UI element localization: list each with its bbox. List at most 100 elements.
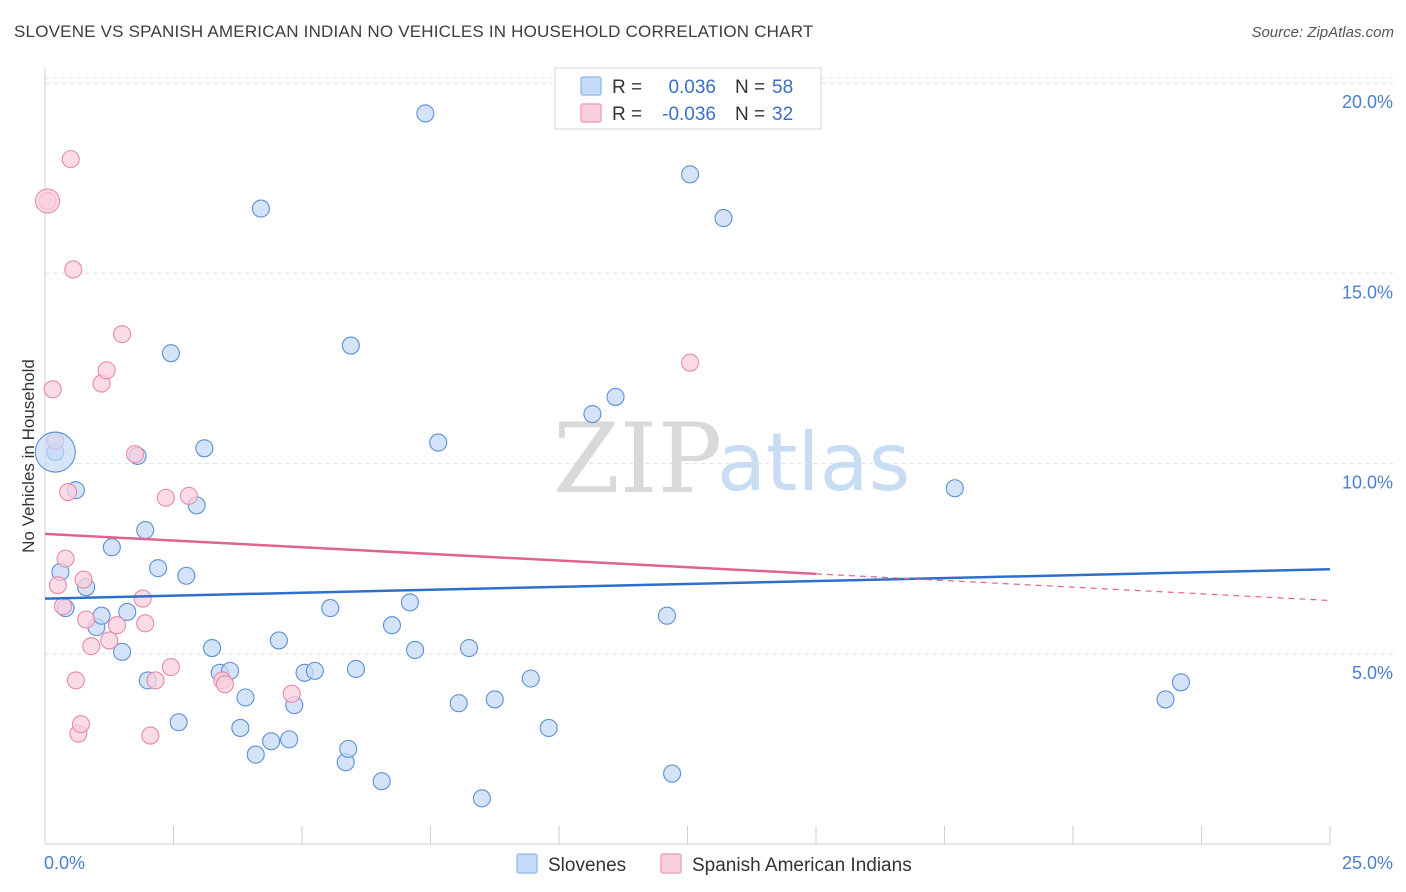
data-point: [657, 606, 676, 625]
data-point: [102, 538, 121, 557]
data-point: [1156, 690, 1175, 709]
bottom-legend-swatch-slovenes: [516, 853, 538, 874]
data-point: [372, 772, 391, 791]
bottom-legend-spanish-american-indians: Spanish American Indians: [692, 855, 912, 876]
data-point: [539, 718, 558, 738]
bottom-legend-slovenes: Slovenes: [548, 855, 626, 876]
data-point: [321, 599, 340, 618]
y-tick-label: 5.0%: [1352, 663, 1393, 683]
data-point: [61, 150, 80, 169]
bottom-legend-swatch-spanish-american-indians: [660, 853, 682, 874]
data-point: [179, 486, 198, 505]
y-tick-label: 10.0%: [1342, 473, 1393, 493]
source-credit: Source: ZipAtlas.com: [1251, 24, 1394, 41]
data-point: [681, 165, 700, 184]
data-point: [346, 659, 366, 679]
watermark-atlas: atlas: [717, 416, 910, 509]
data-point: [681, 353, 700, 372]
data-point: [100, 631, 119, 650]
legend-n-value-2: 32: [772, 104, 793, 125]
trend-line-spanish-american-indians: [44, 532, 817, 576]
data-point: [113, 642, 132, 661]
data-point: [606, 387, 625, 406]
data-point: [53, 597, 73, 616]
data-point: [71, 715, 91, 734]
data-point: [945, 479, 964, 498]
data-point: [92, 606, 111, 625]
data-point: [341, 336, 360, 355]
data-point: [583, 404, 602, 424]
data-point: [97, 361, 116, 380]
data-point: [118, 602, 137, 621]
data-point: [459, 638, 479, 658]
data-point: [1171, 673, 1190, 692]
legend-n-label-2: N =: [735, 104, 765, 125]
data-point: [74, 570, 93, 589]
legend-n-value-1: 58: [772, 77, 793, 98]
data-point: [48, 576, 67, 595]
data-point: [203, 638, 222, 658]
tick-label-layer: 5.0% 10.0% 15.0% 20.0% 0.0% 25.0%: [44, 92, 1393, 873]
data-point: [113, 325, 132, 344]
data-point: [161, 658, 180, 677]
data-point: [146, 671, 165, 690]
data-point: [64, 260, 83, 279]
data-point: [161, 344, 180, 363]
data-point: [215, 675, 234, 694]
data-point: [246, 745, 265, 764]
points-layer: [34, 104, 1190, 808]
series-slovenes: [46, 104, 1190, 808]
legend-r-label-1: R =: [612, 77, 642, 98]
x-tick-label-end: 25.0%: [1342, 853, 1393, 873]
legend-swatch-spanish-american-indians: [580, 103, 602, 123]
data-point: [400, 593, 419, 612]
data-point: [472, 789, 491, 808]
correlation-legend: R = 0.036 N = 58 R = -0.036 N = 32: [554, 67, 822, 130]
legend-r-label-2: R =: [612, 104, 642, 125]
data-point: [714, 209, 733, 228]
data-point: [282, 684, 301, 703]
data-point: [66, 671, 85, 690]
data-point-large: [34, 431, 76, 473]
data-point: [82, 637, 101, 656]
y-tick-label: 20.0%: [1342, 92, 1393, 112]
data-point: [195, 439, 214, 458]
legend-r-value-1: 0.036: [668, 77, 716, 98]
data-point: [133, 589, 152, 608]
data-point: [141, 726, 160, 745]
series-legend: Slovenes Spanish American Indians: [516, 853, 912, 876]
trend-layer: [44, 532, 1331, 602]
legend-n-label-1: N =: [735, 77, 765, 98]
data-point: [269, 631, 288, 650]
y-axis-label: No Vehicles in Household: [19, 359, 38, 553]
data-point: [485, 690, 504, 709]
data-point: [156, 488, 175, 507]
data-point: [125, 444, 144, 464]
data-point-large: [35, 188, 61, 214]
data-point: [149, 559, 168, 578]
data-point: [262, 732, 281, 751]
legend-r-value-2: -0.036: [662, 104, 716, 125]
data-point: [169, 713, 188, 732]
data-point: [177, 566, 196, 585]
series-spanish-american-indians: [38, 150, 700, 745]
data-point: [56, 549, 75, 568]
data-point: [521, 669, 540, 688]
data-point: [107, 616, 127, 635]
x-tick-label-start: 0.0%: [44, 853, 85, 873]
data-point: [59, 482, 78, 502]
data-point: [406, 640, 425, 660]
data-point: [280, 730, 299, 749]
watermark: ZIP atlas: [553, 403, 910, 515]
legend-swatch-slovenes: [580, 76, 602, 96]
chart-title: SLOVENE VS SPANISH AMERICAN INDIAN NO VE…: [14, 22, 814, 41]
data-point: [136, 521, 155, 540]
data-point: [416, 104, 435, 123]
data-point: [339, 739, 358, 758]
data-point: [663, 764, 682, 783]
data-point: [231, 718, 250, 738]
data-point: [77, 610, 96, 629]
data-point: [136, 614, 155, 633]
watermark-zip: ZIP: [553, 403, 722, 515]
